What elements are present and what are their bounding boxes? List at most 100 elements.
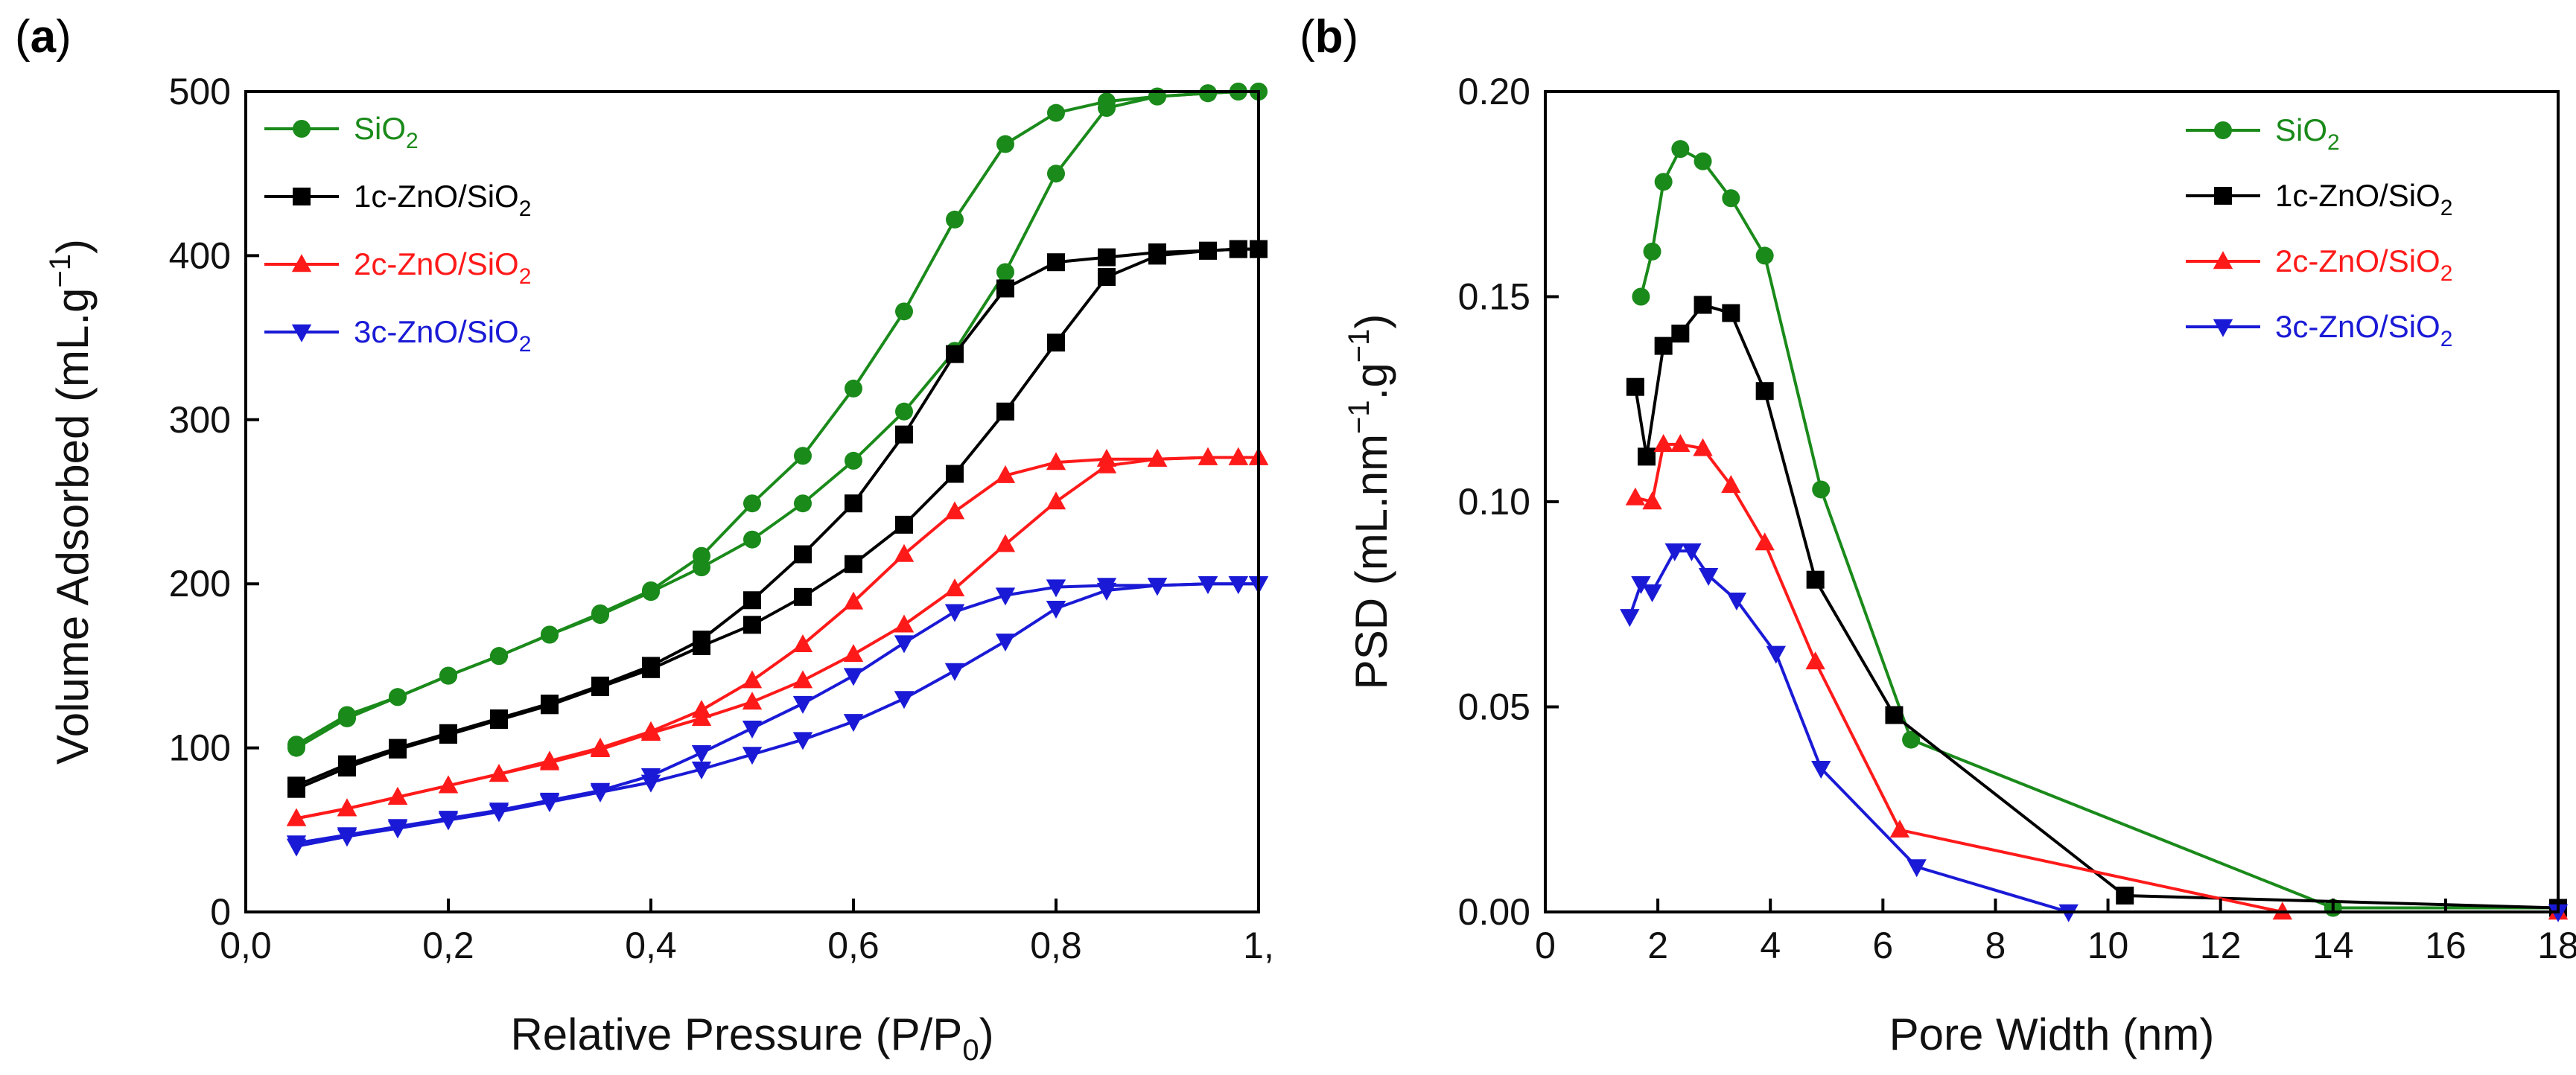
panel-a-letter: a bbox=[31, 11, 57, 63]
data-point-2c-zno-sio2 bbox=[438, 775, 459, 794]
panel-a-frame bbox=[244, 90, 1260, 913]
panel-a-label: (a) bbox=[15, 11, 71, 63]
panel-b-y-axis-label: PSD (mL.nm−1.g−1) bbox=[1343, 314, 1396, 690]
data-point-1c-zno-sio2 bbox=[946, 465, 964, 483]
legend-label-1c-zno-sio2: 1c-ZnO/SiO2 bbox=[2275, 178, 2452, 220]
data-point-2c-zno-sio2 bbox=[286, 808, 307, 826]
data-point-1c-zno-sio2 bbox=[1806, 570, 1825, 589]
data-point-3c-zno-sio2 bbox=[286, 835, 307, 854]
data-point-2c-zno-sio2 bbox=[995, 465, 1016, 483]
data-point-1c-zno-sio2 bbox=[642, 657, 660, 675]
data-point-3c-zno-sio2 bbox=[1620, 609, 1640, 628]
panel-a-plot-area bbox=[286, 83, 1269, 857]
series-line-2c-zno-sio2-desorption bbox=[296, 456, 1259, 820]
data-point-3c-zno-sio2 bbox=[1682, 543, 1702, 561]
data-point-2c-zno-sio2 bbox=[1721, 475, 1741, 494]
data-point-2c-zno-sio2 bbox=[742, 670, 763, 689]
data-point-sio2 bbox=[439, 666, 457, 685]
data-point-3c-zno-sio2 bbox=[1766, 645, 1786, 664]
data-point-3c-zno-sio2 bbox=[792, 695, 813, 714]
data-point-3c-zno-sio2 bbox=[792, 732, 813, 750]
data-point-sio2 bbox=[693, 546, 710, 565]
data-point-3c-zno-sio2 bbox=[1147, 578, 1168, 596]
legend-marker-1c-zno-sio2 bbox=[2214, 187, 2232, 205]
panel-b-letter: b bbox=[1315, 11, 1343, 63]
y-tick-label: 0.05 bbox=[1458, 686, 1530, 728]
x-tick-label: 4 bbox=[1760, 925, 1781, 966]
x-tick-label: 2 bbox=[1647, 925, 1668, 966]
data-point-2c-zno-sio2 bbox=[337, 798, 357, 817]
x-tick-label: 0,2 bbox=[422, 925, 474, 966]
legend-marker-1c-zno-sio2 bbox=[293, 188, 311, 205]
data-point-1c-zno-sio2 bbox=[845, 555, 862, 573]
data-point-1c-zno-sio2 bbox=[845, 494, 862, 513]
data-point-sio2 bbox=[845, 451, 862, 470]
data-point-3c-zno-sio2 bbox=[1811, 760, 1831, 779]
legend-marker-2c-zno-sio2 bbox=[2213, 251, 2233, 269]
data-point-1c-zno-sio2 bbox=[1722, 304, 1740, 322]
data-point-1c-zno-sio2 bbox=[287, 776, 305, 795]
data-point-1c-zno-sio2 bbox=[439, 724, 457, 742]
data-point-sio2 bbox=[1902, 730, 1921, 749]
data-point-sio2 bbox=[794, 494, 812, 513]
panel-b-plot-area bbox=[1620, 140, 2569, 922]
y-tick-label: 200 bbox=[169, 563, 231, 605]
data-point-3c-zno-sio2 bbox=[1096, 578, 1117, 596]
data-point-2c-zno-sio2 bbox=[1805, 651, 1825, 670]
data-point-1c-zno-sio2 bbox=[946, 345, 964, 363]
x-tick-label: 12 bbox=[2200, 925, 2242, 966]
x-tick-label: 16 bbox=[2425, 925, 2467, 966]
legend-label-3c-zno-sio2: 3c-ZnO/SiO2 bbox=[2275, 309, 2452, 351]
data-point-2c-zno-sio2 bbox=[944, 578, 965, 597]
data-point-1c-zno-sio2 bbox=[490, 709, 508, 727]
data-point-3c-zno-sio2 bbox=[1906, 859, 1927, 878]
data-point-3c-zno-sio2 bbox=[742, 747, 763, 765]
data-point-3c-zno-sio2 bbox=[1631, 576, 1651, 594]
data-point-3c-zno-sio2 bbox=[995, 634, 1016, 652]
data-point-1c-zno-sio2 bbox=[895, 515, 913, 534]
x-tick-label: 0,8 bbox=[1030, 925, 1082, 966]
series-line-2c-zno-sio2-adsorption bbox=[296, 456, 1259, 820]
panel-b-x-axis-label: Pore Width (nm) bbox=[1889, 1009, 2215, 1059]
series-line-3c-zno-sio2-desorption bbox=[296, 582, 1259, 845]
data-point-sio2 bbox=[743, 494, 761, 513]
x-tick-label: 6 bbox=[1872, 925, 1893, 966]
data-point-1c-zno-sio2 bbox=[895, 425, 913, 444]
data-point-1c-zno-sio2 bbox=[2116, 886, 2134, 905]
data-point-2c-zno-sio2 bbox=[1653, 434, 1673, 453]
data-point-2c-zno-sio2 bbox=[944, 501, 965, 520]
data-point-sio2 bbox=[1722, 189, 1740, 208]
data-point-sio2 bbox=[490, 647, 508, 666]
data-point-3c-zno-sio2 bbox=[843, 668, 864, 686]
data-point-2c-zno-sio2 bbox=[894, 614, 915, 633]
data-point-sio2 bbox=[1047, 103, 1065, 122]
panel-b-frame bbox=[1544, 90, 2560, 913]
data-point-sio2 bbox=[1694, 152, 1712, 170]
data-point-1c-zno-sio2 bbox=[1098, 248, 1116, 267]
data-point-sio2 bbox=[541, 625, 559, 644]
data-point-sio2 bbox=[743, 530, 761, 549]
data-point-1c-zno-sio2 bbox=[743, 591, 761, 610]
data-point-1c-zno-sio2 bbox=[1885, 706, 1904, 724]
legend-marker-2c-zno-sio2 bbox=[291, 254, 312, 272]
series-line-1c-zno-sio2-curve bbox=[1633, 303, 2559, 910]
data-point-1c-zno-sio2 bbox=[1638, 447, 1656, 466]
y-tick-label: 0.20 bbox=[1458, 71, 1530, 112]
data-point-1c-zno-sio2 bbox=[1654, 336, 1673, 355]
y-tick-label: 0.00 bbox=[1458, 891, 1530, 933]
data-point-2c-zno-sio2 bbox=[792, 634, 813, 652]
data-point-2c-zno-sio2 bbox=[590, 737, 611, 756]
y-tick-label: 500 bbox=[169, 71, 231, 112]
data-point-sio2 bbox=[1654, 173, 1673, 191]
data-point-1c-zno-sio2 bbox=[389, 739, 407, 757]
series-line-3c-zno-sio2-curve bbox=[1628, 549, 2558, 913]
data-point-2c-zno-sio2 bbox=[1625, 487, 1646, 505]
data-point-1c-zno-sio2 bbox=[1626, 377, 1644, 396]
data-point-2c-zno-sio2 bbox=[489, 764, 509, 782]
data-point-3c-zno-sio2 bbox=[1046, 601, 1066, 619]
data-point-sio2 bbox=[1671, 140, 1690, 159]
data-point-3c-zno-sio2 bbox=[387, 819, 408, 838]
data-point-1c-zno-sio2 bbox=[1098, 268, 1116, 287]
data-point-sio2 bbox=[1812, 480, 1831, 499]
data-point-3c-zno-sio2 bbox=[1228, 576, 1248, 594]
